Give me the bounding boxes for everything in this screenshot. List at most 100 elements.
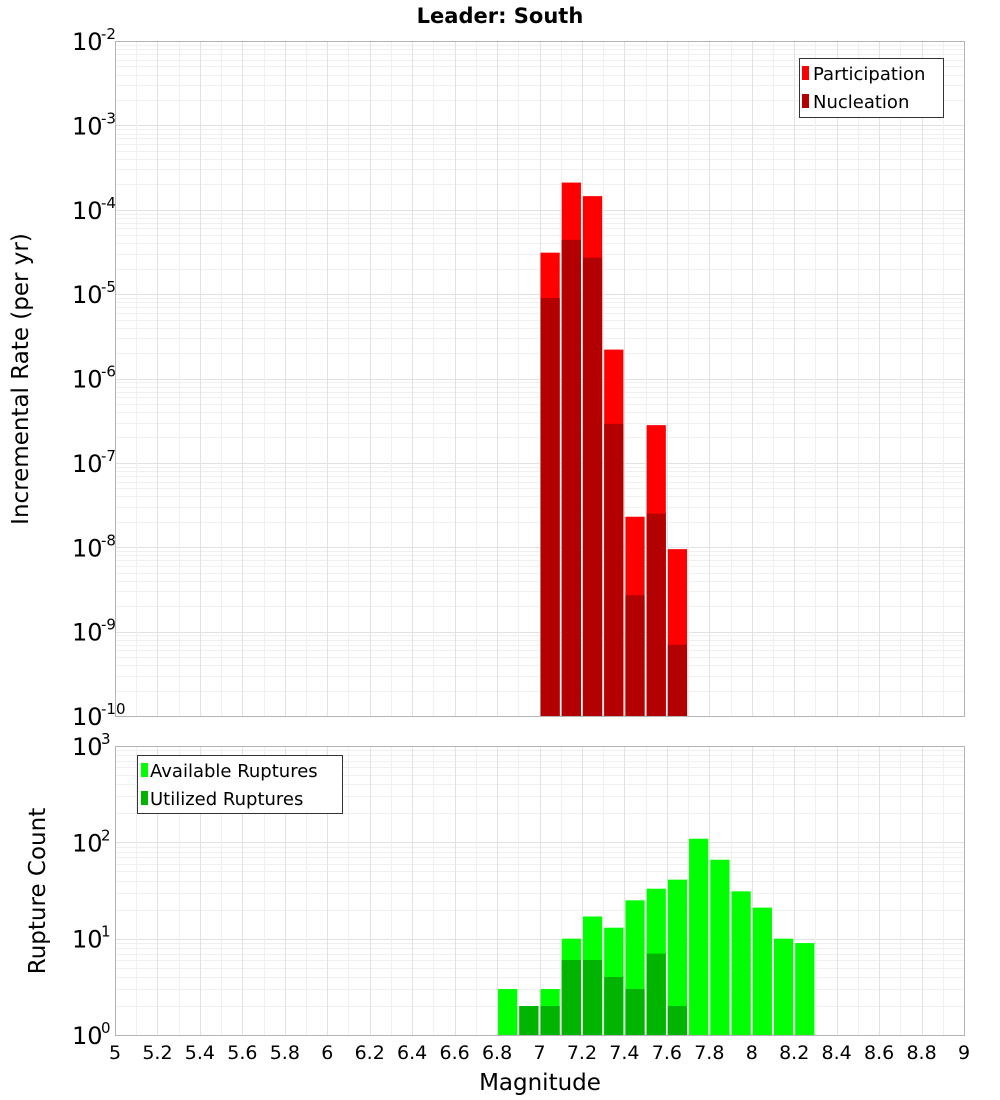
- top-y-tick: 10-2: [72, 25, 116, 56]
- x-tick-label: 9: [958, 1042, 970, 1064]
- top-y-tick: 10-10: [72, 700, 126, 731]
- x-tick-label: 8.2: [779, 1042, 809, 1064]
- top-y-tick: 10-5: [72, 278, 116, 309]
- x-tick-label: 7.6: [652, 1042, 682, 1064]
- x-tick-label: 8.6: [864, 1042, 894, 1064]
- top-bar-nucleation: [582, 257, 603, 716]
- bottom-bar-utilized-ruptures: [582, 960, 603, 1035]
- bottom-bar-utilized-ruptures: [646, 953, 666, 1035]
- bottom-bar-utilized-ruptures: [625, 989, 645, 1035]
- bottom-bar-available-ruptures: [710, 859, 730, 1035]
- x-tick-label: 6.8: [482, 1042, 512, 1064]
- bottom-bar-utilized-ruptures: [540, 1006, 560, 1035]
- bottom-y-tick-exp: 1: [101, 923, 111, 941]
- x-ticks: 5 5.2 5.4 5.6 5.8 6 6.2 6.4 6.6 6.8 7 7.2 7.4 7.6 7.8 8…: [109, 1042, 970, 1064]
- bottom-bar-available-ruptures: [795, 943, 815, 1035]
- top-y-tick-base: 10: [72, 112, 103, 140]
- top-y-tick-exp: -5: [101, 278, 116, 296]
- legend-label-available: Available Ruptures: [150, 761, 318, 782]
- bottom-y-tick: 103: [72, 730, 111, 761]
- bottom-bar-utilized-ruptures: [519, 1006, 539, 1035]
- x-tick-label: 6.6: [439, 1042, 469, 1064]
- top-plot-frame: [115, 41, 965, 717]
- top-bar-nucleation: [604, 423, 624, 716]
- top-y-tick-base: 10: [72, 703, 103, 731]
- top-y-tick: 10-6: [72, 363, 116, 394]
- bottom-y-tick: 100: [72, 1019, 111, 1050]
- bottom-y-tick-exp: 3: [101, 730, 111, 748]
- bottom-bar-available-ruptures: [667, 879, 688, 1035]
- x-tick-label: 8.8: [906, 1042, 936, 1064]
- top-bar-nucleation: [646, 513, 666, 716]
- top-y-tick-exp: -4: [101, 194, 116, 212]
- bottom-bar-utilized-ruptures: [667, 1006, 688, 1035]
- top-y-tick: 10-8: [72, 531, 116, 562]
- x-tick-label: 6.4: [397, 1042, 427, 1064]
- x-tick-label: 8: [746, 1042, 758, 1064]
- top-bar-nucleation: [667, 644, 688, 716]
- bottom-y-tick-exp: 0: [101, 1019, 111, 1037]
- top-bar-nucleation: [561, 239, 581, 716]
- bottom-bars: [498, 838, 815, 1035]
- top-y-tick: 10-4: [72, 194, 116, 225]
- bottom-legend: Available Ruptures Utilized Ruptures: [137, 755, 343, 814]
- x-tick-label: 5.4: [185, 1042, 215, 1064]
- top-bar-nucleation: [625, 595, 645, 716]
- x-tick-label: 8.4: [822, 1042, 852, 1064]
- x-tick-label: 7.2: [567, 1042, 597, 1064]
- legend-swatch-available: [141, 763, 148, 777]
- x-tick-label: 5: [109, 1042, 121, 1064]
- top-y-tick-base: 10: [72, 619, 103, 647]
- bottom-bar-available-ruptures: [689, 838, 709, 1035]
- x-tick-label: 7.4: [609, 1042, 639, 1064]
- legend-swatch-nucleation: [802, 94, 809, 108]
- bottom-bar-utilized-ruptures: [561, 960, 581, 1035]
- bottom-y-tick-base: 10: [72, 829, 103, 857]
- top-bar-nucleation: [540, 297, 560, 716]
- top-y-tick-exp: -10: [101, 700, 126, 718]
- top-legend: Participation Nucleation: [799, 58, 944, 118]
- bottom-bar-available-ruptures: [498, 989, 518, 1035]
- bottom-y-tick: 101: [72, 923, 111, 954]
- bottom-plot-frame: [115, 746, 965, 1036]
- top-y-tick-base: 10: [72, 534, 103, 562]
- bottom-y-tick-base: 10: [72, 1022, 103, 1050]
- top-y-tick-exp: -2: [101, 25, 116, 43]
- top-y-ticks: 10-210-310-410-510-610-710-810-910-10: [72, 25, 126, 731]
- top-grid: [115, 41, 965, 716]
- x-tick-label: 6.2: [355, 1042, 385, 1064]
- bottom-y-tick-base: 10: [72, 733, 103, 761]
- top-y-tick-exp: -6: [101, 363, 116, 381]
- top-y-tick-base: 10: [72, 366, 103, 394]
- legend-swatch-utilized: [141, 791, 148, 805]
- legend-label-utilized: Utilized Ruptures: [150, 789, 303, 810]
- bottom-bar-available-ruptures: [752, 907, 772, 1035]
- top-y-tick-exp: -9: [101, 616, 116, 634]
- top-y-tick-exp: -3: [101, 109, 116, 127]
- bottom-y-tick-base: 10: [72, 926, 103, 954]
- legend-label-participation: Participation: [813, 64, 925, 85]
- top-y-tick-base: 10: [72, 197, 103, 225]
- x-tick-label: 5.6: [227, 1042, 257, 1064]
- x-tick-label: 5.8: [270, 1042, 300, 1064]
- top-y-tick-exp: -8: [101, 531, 116, 549]
- top-y-tick-base: 10: [72, 281, 103, 309]
- top-y-tick: 10-9: [72, 616, 116, 647]
- bottom-y-tick: 102: [72, 826, 111, 857]
- x-tick-label: 6: [321, 1042, 333, 1064]
- x-tick-label: 5.2: [142, 1042, 172, 1064]
- x-tick-label: 7.8: [694, 1042, 724, 1064]
- top-y-tick-base: 10: [72, 28, 103, 56]
- legend-label-nucleation: Nucleation: [813, 92, 909, 113]
- top-legend-box: [799, 58, 944, 118]
- x-axis-title: Magnitude: [479, 1070, 601, 1096]
- top-panel: 10-210-310-410-510-610-710-810-910-10 In…: [8, 25, 965, 731]
- bottom-y-tick-exp: 2: [101, 826, 111, 844]
- chart-title: Leader: South: [417, 4, 584, 28]
- bottom-bar-available-ruptures: [731, 891, 751, 1035]
- top-y-tick-exp: -7: [101, 447, 116, 465]
- top-y-tick: 10-7: [72, 447, 116, 478]
- bottom-y-axis-title: Rupture Count: [25, 808, 51, 974]
